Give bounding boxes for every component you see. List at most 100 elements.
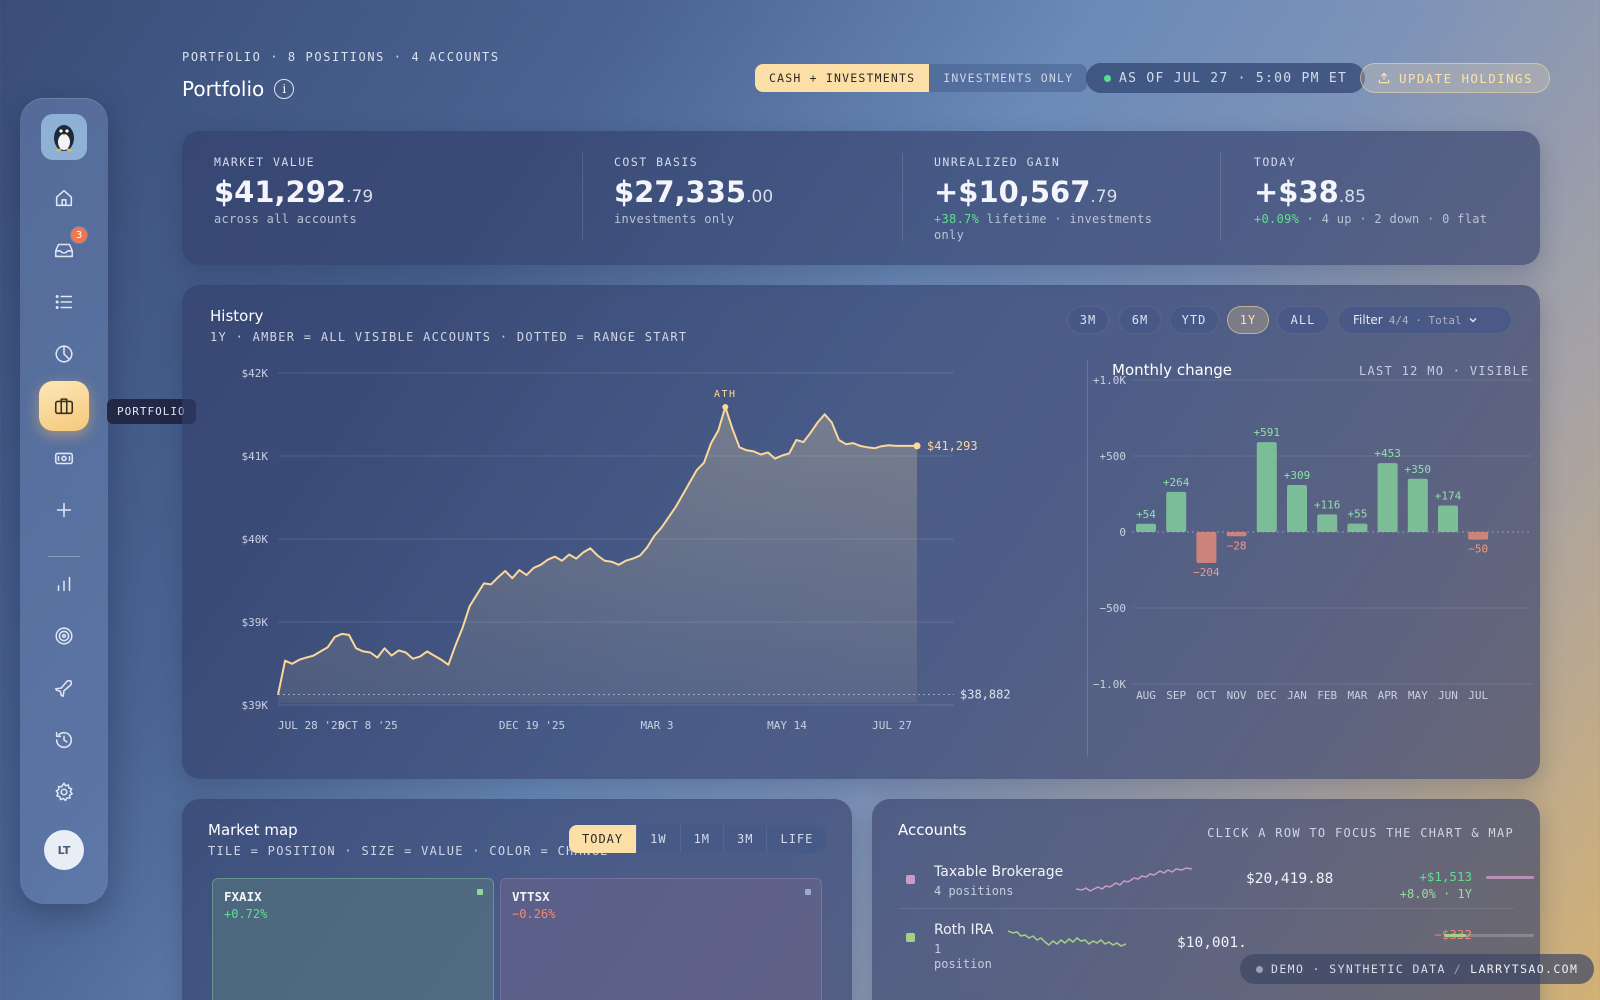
divider bbox=[582, 153, 583, 241]
toggle-investments-only[interactable]: INVESTMENTS ONLY bbox=[943, 71, 1074, 85]
monthly-bar bbox=[1438, 505, 1458, 532]
stat-sub: investments only bbox=[614, 212, 735, 226]
inbox-badge: 3 bbox=[70, 226, 88, 244]
site-link[interactable]: LARRYTSAO.COM bbox=[1470, 962, 1579, 976]
account-color-swatch bbox=[906, 875, 915, 884]
bar-value-label: +116 bbox=[1314, 498, 1341, 511]
bar-value-label: +350 bbox=[1405, 463, 1432, 476]
account-positions: 4 positions bbox=[934, 884, 1014, 898]
bar-y-tick-label: −1.0K bbox=[1093, 678, 1126, 691]
period-3m[interactable]: 3M bbox=[723, 825, 766, 853]
range-6m-button[interactable]: 6M bbox=[1119, 306, 1161, 334]
market-map-period-toggle: TODAY 1W 1M 3M LIFE bbox=[569, 825, 827, 853]
inbox-icon[interactable] bbox=[44, 230, 84, 270]
tile-ticker: FXAIX bbox=[224, 889, 262, 904]
user-avatar[interactable]: LT bbox=[44, 830, 84, 870]
monthly-bar bbox=[1317, 514, 1338, 532]
bar-chart-icon[interactable] bbox=[44, 564, 84, 604]
y-tick-label: $40K bbox=[242, 533, 269, 546]
home-icon[interactable] bbox=[44, 178, 84, 218]
bar-y-tick-label: 0 bbox=[1119, 526, 1126, 539]
history-area bbox=[278, 407, 917, 703]
filter-dropdown[interactable]: Filter 4/4 · Total bbox=[1338, 306, 1512, 334]
stat-label: COST BASIS bbox=[614, 155, 699, 169]
monthly-bar bbox=[1407, 478, 1428, 532]
range-all-button[interactable]: ALL bbox=[1277, 306, 1329, 334]
account-name: Taxable Brokerage bbox=[934, 864, 1064, 880]
bar-value-label: +55 bbox=[1347, 508, 1367, 521]
bar-y-tick-label: −500 bbox=[1100, 602, 1127, 615]
monthly-change-subtitle: LAST 12 MO · VISIBLE bbox=[1359, 364, 1530, 378]
summary-card: MARKET VALUE $41,292.79 across all accou… bbox=[182, 131, 1540, 265]
today-cents: .85 bbox=[1338, 187, 1366, 207]
tile-change: +0.72% bbox=[224, 907, 268, 921]
as-of-text: AS OF JUL 27 · 5:00 PM ET bbox=[1119, 70, 1348, 86]
live-dot-icon bbox=[1104, 74, 1111, 82]
history-card: History 1Y · AMBER = ALL VISIBLE ACCOUNT… bbox=[182, 285, 1540, 779]
nav-tooltip: PORTFOLIO bbox=[107, 399, 196, 424]
bar-x-tick-label: JUL bbox=[1468, 689, 1488, 702]
filter-label: Filter bbox=[1353, 313, 1383, 327]
tile-vttsx[interactable]: VTTSX −0.26% bbox=[500, 878, 822, 1000]
bar-value-label: +453 bbox=[1374, 447, 1401, 460]
account-sparkline bbox=[1008, 930, 1126, 947]
stat-market-value: MARKET VALUE $41,292.79 across all accou… bbox=[214, 155, 373, 227]
stat-cost-basis: COST BASIS $27,335.00 investments only bbox=[614, 155, 773, 227]
account-positions: 1 position bbox=[934, 942, 992, 972]
update-holdings-button[interactable]: UPDATE HOLDINGS bbox=[1360, 63, 1550, 93]
account-share-fill bbox=[1444, 934, 1466, 937]
range-1y-button[interactable]: 1Y bbox=[1227, 306, 1269, 334]
tile-fxaix[interactable]: FXAIX +0.72% bbox=[212, 878, 494, 1000]
period-life[interactable]: LIFE bbox=[766, 825, 826, 853]
market-map-subtitle: TILE = POSITION · SIZE = VALUE · COLOR =… bbox=[208, 844, 609, 858]
history-icon[interactable] bbox=[44, 720, 84, 760]
bar-x-tick-label: APR bbox=[1378, 689, 1398, 702]
cash-icon[interactable] bbox=[44, 438, 84, 478]
x-tick-label: MAR 3 bbox=[640, 719, 673, 732]
account-balance: $10,001. bbox=[1177, 935, 1247, 951]
sidebar: 3 LT bbox=[20, 98, 108, 904]
stat-label: MARKET VALUE bbox=[214, 155, 316, 169]
plane-icon[interactable] bbox=[44, 668, 84, 708]
stat-today: TODAY +$38.85 +0.09% · 4 up · 2 down · 0… bbox=[1254, 155, 1487, 227]
bar-value-label: +54 bbox=[1136, 508, 1156, 521]
portfolio-briefcase-icon[interactable] bbox=[39, 381, 89, 431]
account-share-bar bbox=[1486, 876, 1534, 879]
monthly-bar bbox=[1226, 532, 1247, 537]
account-gain: +$1,513 bbox=[1419, 869, 1472, 884]
monthly-bar bbox=[1468, 532, 1489, 540]
bar-y-tick-label: +500 bbox=[1100, 450, 1127, 463]
y-tick-label: $39K bbox=[242, 699, 269, 712]
period-today[interactable]: TODAY bbox=[569, 825, 637, 853]
monthly-bar bbox=[1166, 491, 1187, 532]
add-icon[interactable] bbox=[44, 490, 84, 530]
bar-value-label: +591 bbox=[1254, 426, 1281, 439]
accounts-hint: CLICK A ROW TO FOCUS THE CHART & MAP bbox=[1207, 826, 1514, 840]
today-pct: +0.09% bbox=[1254, 212, 1300, 226]
bar-x-tick-label: MAR bbox=[1347, 689, 1367, 702]
period-1w[interactable]: 1W bbox=[636, 825, 679, 853]
range-3m-button[interactable]: 3M bbox=[1067, 306, 1109, 334]
tile-color-icon bbox=[477, 889, 483, 895]
target-icon[interactable] bbox=[44, 616, 84, 656]
divider bbox=[902, 153, 903, 241]
stat-sub: · 4 up · 2 down · 0 flat bbox=[1299, 212, 1488, 226]
toggle-cash-investments[interactable]: CASH + INVESTMENTS bbox=[755, 64, 930, 92]
penguin-logo-icon[interactable] bbox=[41, 114, 87, 160]
range-ytd-button[interactable]: YTD bbox=[1169, 306, 1219, 334]
bar-value-label: −50 bbox=[1468, 543, 1488, 556]
pie-chart-icon[interactable] bbox=[44, 334, 84, 374]
x-tick-label: OCT 8 '25 bbox=[338, 719, 398, 732]
period-1m[interactable]: 1M bbox=[679, 825, 723, 853]
info-icon[interactable]: i bbox=[274, 79, 295, 99]
bar-value-label: +264 bbox=[1163, 476, 1190, 489]
account-name: Roth IRA bbox=[934, 922, 994, 938]
history-title: History bbox=[210, 307, 264, 325]
accounts-title: Accounts bbox=[898, 821, 967, 839]
list-icon[interactable] bbox=[44, 282, 84, 322]
account-row-taxable[interactable]: Taxable Brokerage 4 positions $20,419.88… bbox=[898, 853, 1534, 909]
account-color-swatch bbox=[906, 933, 915, 942]
today-amount: +$38 bbox=[1254, 175, 1339, 209]
settings-gear-icon[interactable] bbox=[44, 772, 84, 812]
